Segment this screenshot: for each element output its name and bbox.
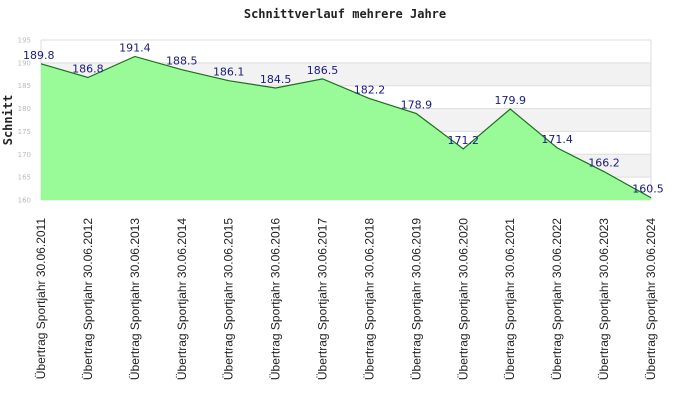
x-tick-label: Übertrag Sportjahr 30.06.2014 [175,218,189,380]
data-label: 186.5 [307,64,339,77]
x-tick-label: Übertrag Sportjahr 30.06.2024 [644,218,658,380]
data-label: 189.8 [23,49,55,62]
x-tick-label: Übertrag Sportjahr 30.06.2011 [34,218,48,380]
data-label: 178.9 [401,99,433,112]
x-tick-label: Übertrag Sportjahr 30.06.2016 [269,218,283,380]
data-labels: 189.8 186.8 191.4 188.5 186.1 184.5 186.5 182.2… [23,41,664,195]
data-label: 191.4 [119,41,151,54]
data-label: 166.2 [588,157,620,170]
data-label: 179.9 [494,94,526,107]
x-tick-label: Übertrag Sportjahr 30.06.2019 [409,218,423,380]
series-area [40,55,652,201]
x-tick-label: Übertrag Sportjahr 30.06.2020 [456,218,470,380]
y-tick-label: 175 [18,128,31,136]
plot-band [41,40,651,63]
data-label: 186.8 [72,62,104,75]
data-label: 188.5 [166,55,198,68]
x-tick-label: Übertrag Sportjahr 30.06.2022 [550,218,564,380]
x-tick-label: Übertrag Sportjahr 30.06.2023 [597,218,611,380]
x-tick-label: Übertrag Sportjahr 30.06.2021 [503,218,517,380]
y-axis-ticks: 160 165 170 175 180 185 190 195 [18,37,31,205]
series-area-fill [41,56,651,201]
y-tick-label: 160 [18,197,31,205]
x-tick-label: Übertrag Sportjahr 30.06.2013 [128,218,142,380]
x-axis-ticks: Übertrag Sportjahr 30.06.2011 Übertrag Sp… [34,218,658,380]
data-label: 182.2 [354,84,386,97]
chart-title: Schnittverlauf mehrere Jahre [244,7,446,21]
y-tick-label: 185 [18,82,31,90]
y-tick-label: 170 [18,151,31,159]
data-label: 160.5 [632,183,664,196]
series-line [40,55,652,199]
x-tick-label: Übertrag Sportjahr 30.06.2017 [316,218,330,380]
y-axis-label: Schnitt [1,95,15,146]
data-label: 186.1 [213,66,245,79]
data-label: 171.2 [448,134,480,147]
data-label: 171.4 [541,133,573,146]
x-tick-label: Übertrag Sportjahr 30.06.2012 [81,218,95,380]
data-label: 184.5 [260,73,292,86]
y-tick-label: 165 [18,174,31,182]
x-tick-label: Übertrag Sportjahr 30.06.2015 [222,218,236,380]
x-tick-label: Übertrag Sportjahr 30.06.2018 [362,218,376,380]
y-tick-label: 180 [18,105,31,113]
y-tick-label: 190 [18,59,31,67]
y-tick-label: 195 [18,37,31,45]
